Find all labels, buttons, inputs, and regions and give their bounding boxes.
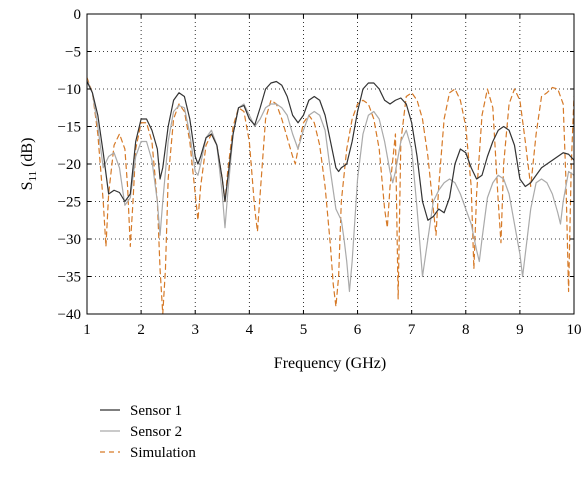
legend: Sensor 1 Sensor 2 Simulation bbox=[100, 403, 196, 461]
x-tick-label: 4 bbox=[246, 322, 254, 338]
x-axis-label: Frequency (GHz) bbox=[274, 355, 386, 372]
x-tick-label: 6 bbox=[354, 322, 362, 338]
y-axis-label-sub: 11 bbox=[27, 171, 39, 182]
x-tick-label: 7 bbox=[408, 322, 416, 338]
y-tick-label: −25 bbox=[58, 195, 81, 211]
y-axis-label: S11 (dB) bbox=[19, 138, 39, 191]
legend-label: Sensor 1 bbox=[130, 403, 182, 419]
tick-marks bbox=[86, 13, 575, 315]
y-tick-label: −40 bbox=[58, 307, 81, 323]
series-line-sensor-1 bbox=[87, 80, 574, 221]
y-tick-label: −5 bbox=[65, 45, 81, 61]
series-line-simulation bbox=[87, 77, 574, 314]
y-tick-label: −20 bbox=[58, 157, 81, 173]
legend-label: Sensor 2 bbox=[130, 424, 182, 440]
y-tick-label: 0 bbox=[74, 7, 82, 23]
x-tick-label: 5 bbox=[300, 322, 308, 338]
y-axis-label-unit: (dB) bbox=[19, 138, 36, 171]
x-tick-label: 9 bbox=[516, 322, 524, 338]
y-tick-label: −10 bbox=[58, 82, 81, 98]
x-tick-label: 2 bbox=[137, 322, 145, 338]
y-tick-label: −35 bbox=[58, 270, 81, 286]
x-tick-label: 10 bbox=[567, 322, 582, 338]
y-tick-label: −30 bbox=[58, 232, 81, 248]
x-tick-label: 1 bbox=[83, 322, 91, 338]
series-layer bbox=[87, 77, 574, 314]
y-tick-label: −15 bbox=[58, 120, 81, 136]
y-axis-label-main: S bbox=[19, 182, 36, 191]
x-tick-label: 8 bbox=[462, 322, 470, 338]
series-line-sensor-2 bbox=[87, 79, 574, 293]
legend-label: Simulation bbox=[130, 445, 196, 461]
x-tick-label: 3 bbox=[191, 322, 199, 338]
x-tick-labels: 1 2 3 4 5 6 7 8 9 10 bbox=[83, 322, 581, 338]
y-tick-labels: 0 −5 −10 −15 −20 −25 −30 −35 −40 bbox=[58, 7, 81, 323]
